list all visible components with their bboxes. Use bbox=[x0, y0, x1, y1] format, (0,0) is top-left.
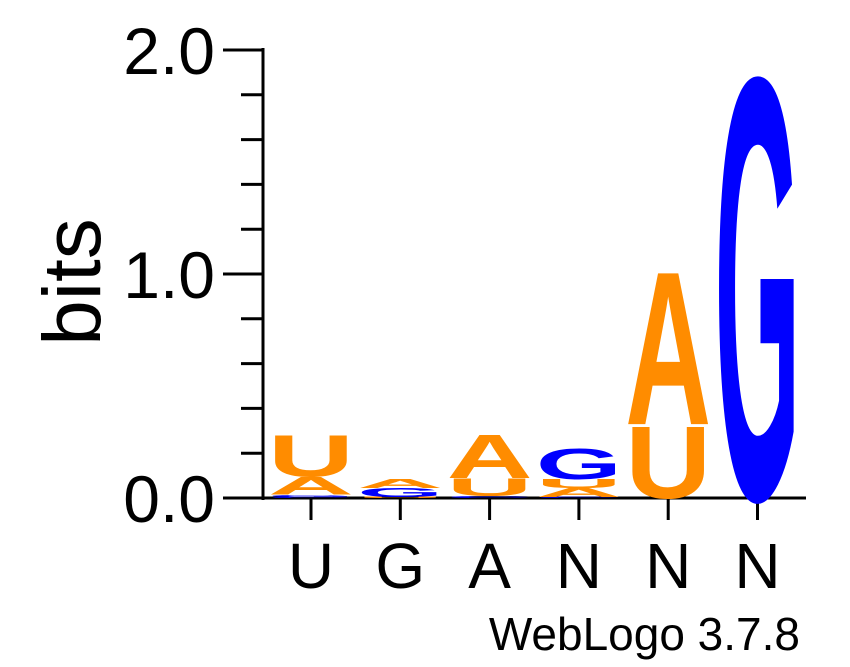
logo-letter: U bbox=[357, 497, 443, 499]
logo-letter: A bbox=[625, 227, 711, 472]
x-tick-label: N bbox=[734, 530, 780, 602]
logo-letter: A bbox=[536, 485, 622, 499]
logo-letter: A bbox=[447, 422, 533, 492]
y-axis-label: bits bbox=[27, 218, 118, 346]
y-axis: 0.0 1.0 2.0 bbox=[123, 14, 265, 536]
x-tick-label: N bbox=[556, 530, 602, 602]
stack-letter-U: U bbox=[268, 423, 354, 489]
stack-letter-A: A bbox=[357, 477, 443, 491]
logo-letter: G bbox=[715, 0, 801, 626]
stack-letter-U: U bbox=[536, 477, 622, 491]
stack-letter-G: G bbox=[715, 0, 801, 626]
logo-letter: C bbox=[268, 497, 354, 499]
x-tick-label: A bbox=[468, 530, 511, 602]
stack-letter-U: U bbox=[625, 404, 711, 520]
weblogo-credit: WebLogo 3.7.8 bbox=[489, 608, 800, 660]
stack-letter-C: C bbox=[536, 497, 622, 499]
logo-letter: U bbox=[268, 423, 354, 489]
logo-letter: A bbox=[268, 472, 354, 500]
y-tick-label: 2.0 bbox=[123, 14, 215, 88]
stack-letter-G: G bbox=[357, 486, 443, 500]
stack-letter-C: C bbox=[447, 495, 533, 498]
x-tick-label: N bbox=[645, 530, 691, 602]
logo-letter: C bbox=[536, 497, 622, 499]
logo-letter: U bbox=[536, 477, 622, 491]
x-tick-label: G bbox=[375, 530, 425, 602]
stack-letter-A: A bbox=[625, 227, 711, 472]
logo-letter: G bbox=[536, 439, 622, 488]
logo-letter: A bbox=[357, 477, 443, 491]
stack-letter-A: A bbox=[268, 472, 354, 500]
logo-letter: G bbox=[357, 486, 443, 500]
x-tick-label: U bbox=[288, 530, 334, 602]
stack-letter-A: A bbox=[536, 485, 622, 499]
stack-letter-A: A bbox=[447, 422, 533, 492]
stack-letter-U: U bbox=[447, 473, 533, 501]
stack-letter-C: C bbox=[268, 497, 354, 499]
stack-letter-G: G bbox=[536, 439, 622, 488]
logo-letter: G bbox=[268, 494, 354, 498]
y-tick-label: 0.0 bbox=[123, 462, 215, 536]
logo-letter: C bbox=[447, 495, 533, 498]
y-tick-label: 1.0 bbox=[123, 238, 215, 312]
logo-letter: U bbox=[625, 404, 711, 520]
stack-letter-U: U bbox=[357, 497, 443, 499]
stack-letter-G: G bbox=[268, 494, 354, 498]
logo-letter: U bbox=[447, 473, 533, 501]
